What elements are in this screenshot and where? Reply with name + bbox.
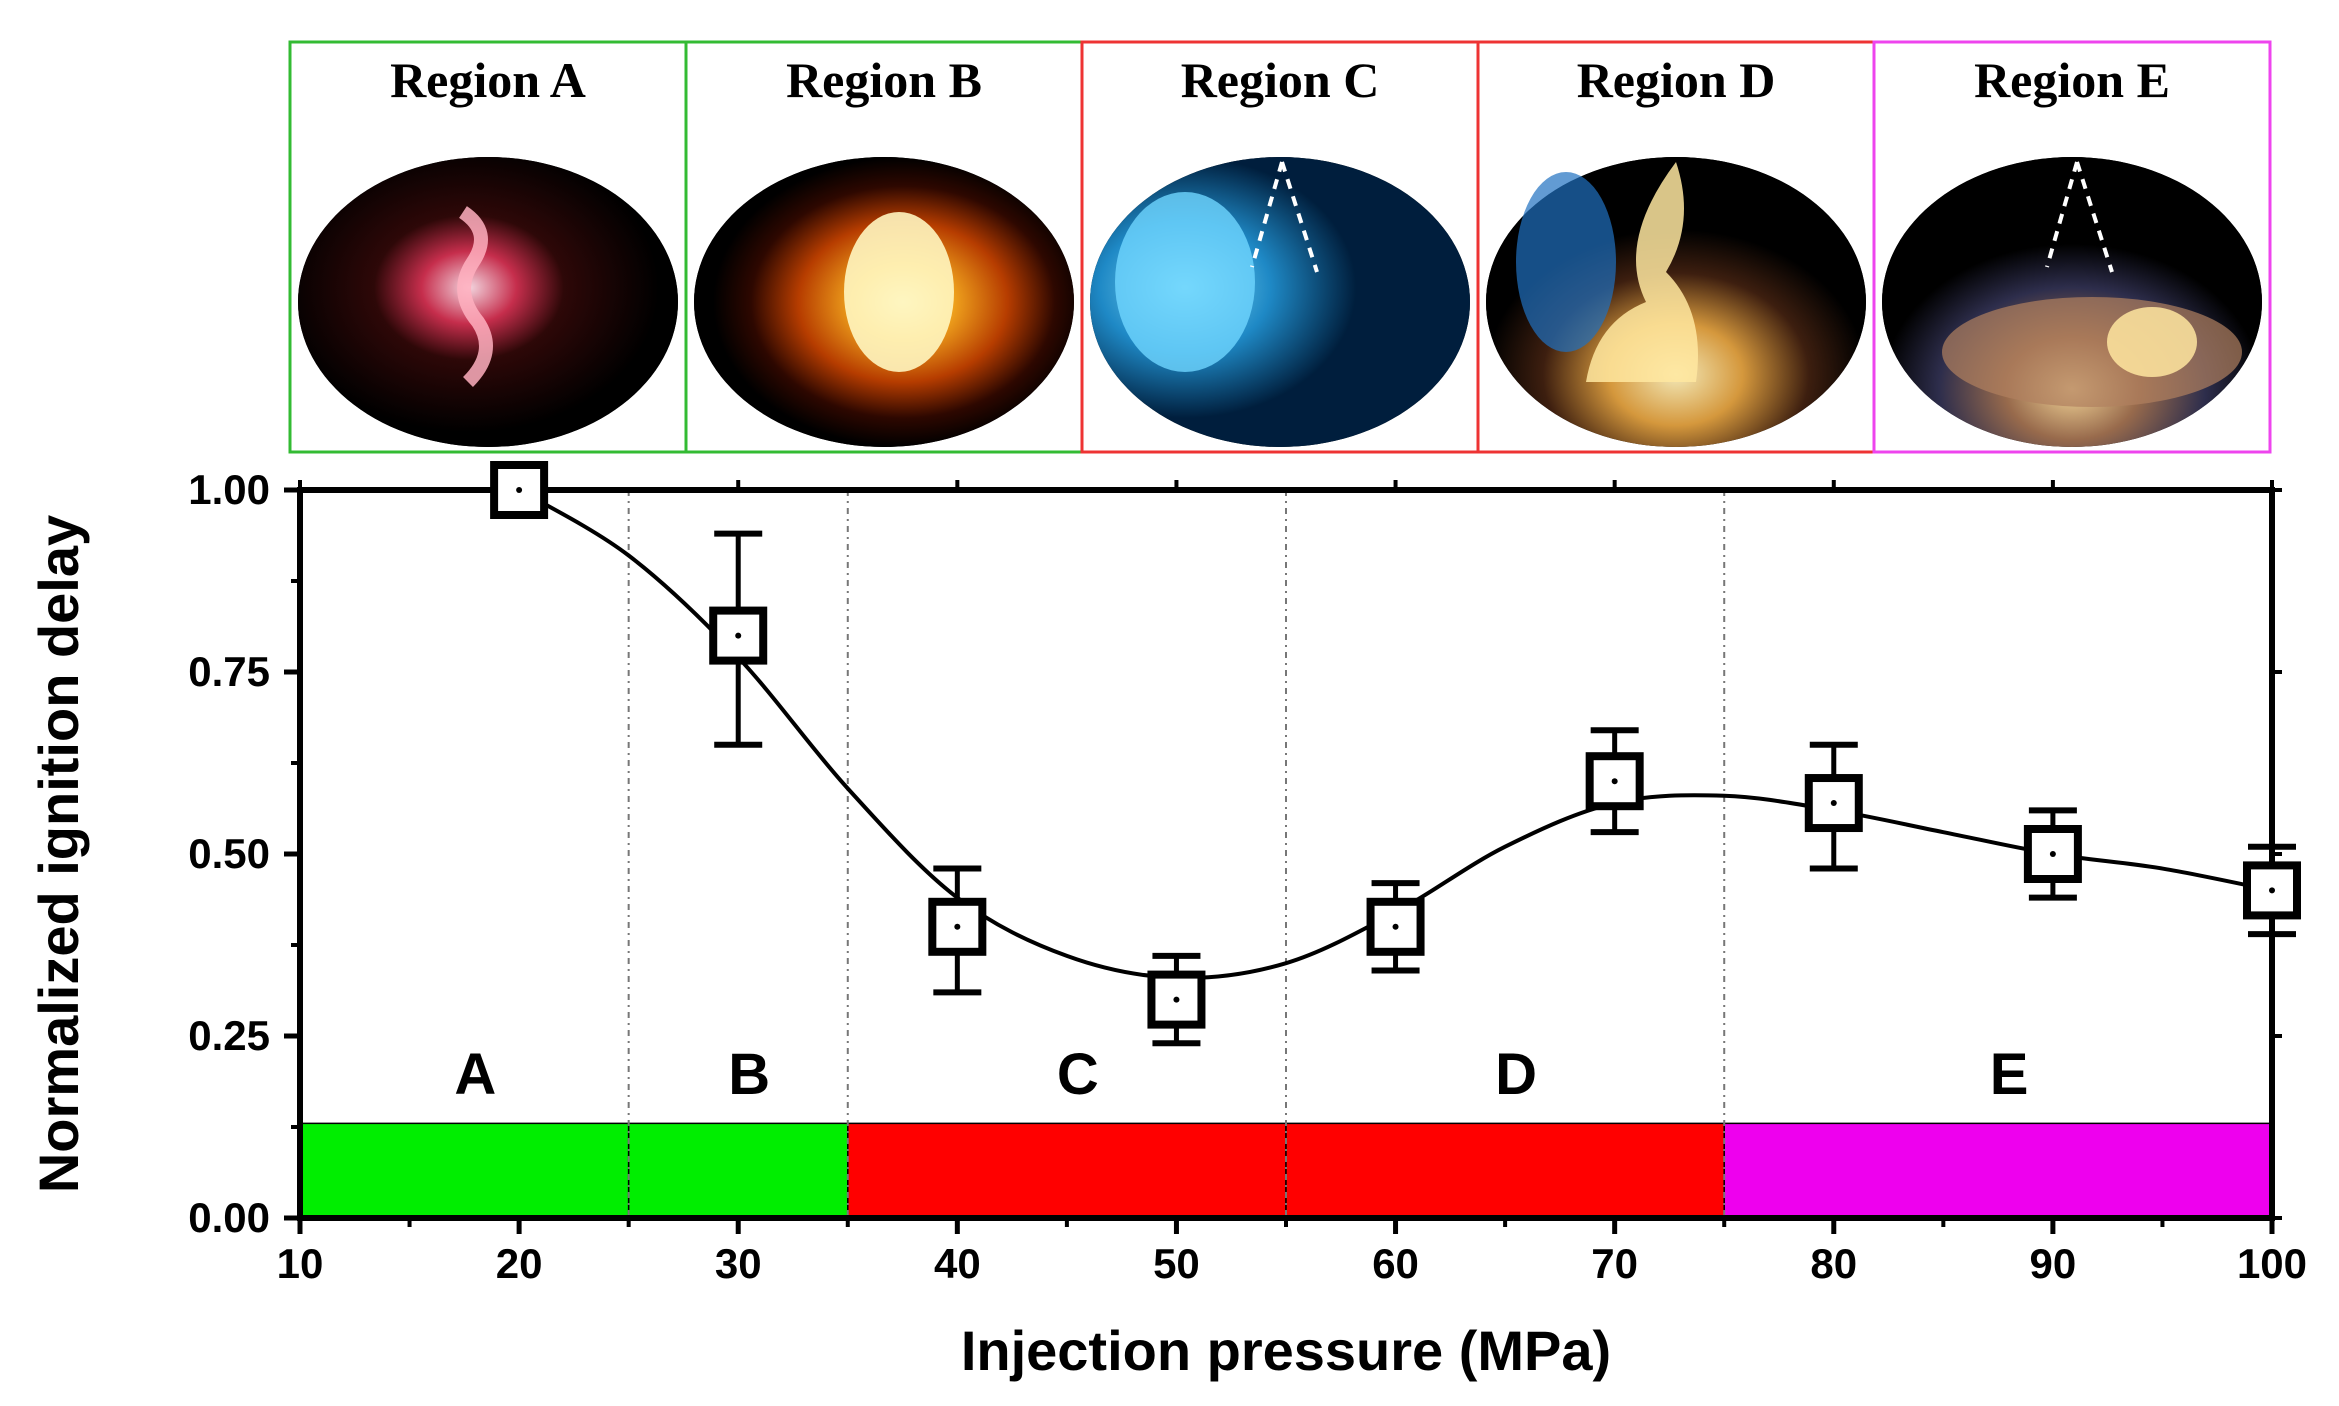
y-tick-label: 0.50 xyxy=(188,830,270,877)
panel-title: Region B xyxy=(786,52,982,108)
panel-region-a: Region A xyxy=(288,40,688,454)
panel-title: Region E xyxy=(1974,52,2170,108)
data-point xyxy=(1585,727,1644,836)
data-point xyxy=(2243,843,2301,938)
x-tick-label: 90 xyxy=(2030,1240,2077,1287)
y-axis-title: Normalized ignition delay xyxy=(27,515,90,1193)
spray-cone-line xyxy=(1250,161,1284,268)
x-tick-label: 50 xyxy=(1153,1240,1200,1287)
flame-image-panels: Region A Region B Region C Region D Region E xyxy=(288,40,2272,454)
yellow-flame xyxy=(1586,162,1698,382)
data-point xyxy=(1147,952,1206,1047)
panel-title: Region D xyxy=(1577,52,1776,108)
x-tick-label: 70 xyxy=(1591,1240,1638,1287)
flame-image-sparse-red-spark-flame xyxy=(298,157,678,447)
x-tick-label: 40 xyxy=(934,1240,981,1287)
region-band-b xyxy=(627,1122,849,1219)
data-point xyxy=(1366,880,1425,974)
marker-center xyxy=(1830,800,1837,807)
region-letter-d: D xyxy=(1495,1042,1537,1107)
spray-cone-line xyxy=(2045,161,2079,268)
panel-region-e: Region E xyxy=(1872,40,2272,454)
region-band xyxy=(299,1122,2273,1219)
square-marker xyxy=(1804,774,1863,833)
marker-center xyxy=(954,923,961,930)
spark-trail xyxy=(457,206,493,387)
marker-center xyxy=(516,487,523,493)
region-boundary-lines xyxy=(627,490,1726,1218)
data-points xyxy=(490,461,2301,1047)
marker-center xyxy=(2049,851,2056,857)
data-point xyxy=(490,461,549,519)
square-marker xyxy=(709,606,768,665)
blue-flame xyxy=(1115,192,1255,372)
x-tick-label: 20 xyxy=(496,1240,543,1287)
flame-core xyxy=(844,212,954,372)
panel-region-c: Region C xyxy=(1080,40,1480,454)
x-tick-label: 30 xyxy=(715,1240,762,1287)
region-band-d xyxy=(1285,1122,1725,1219)
x-axis-ticks: 10 20 30 40 50 60 70 80 90 100 xyxy=(277,480,2307,1287)
marker-center xyxy=(2269,887,2275,894)
data-point xyxy=(928,865,987,996)
region-letters: A B C D E xyxy=(454,1042,2028,1107)
flame-core xyxy=(2107,307,2197,377)
marker-center xyxy=(1173,996,1180,1003)
region-band-a xyxy=(299,1122,630,1219)
region-letter-c: C xyxy=(1057,1042,1099,1107)
x-axis-title: Injection pressure (MPa) xyxy=(961,1319,1611,1382)
marker-center xyxy=(735,632,742,639)
square-marker xyxy=(490,461,549,519)
square-marker xyxy=(1366,897,1425,956)
x-tick-label: 10 xyxy=(277,1240,324,1287)
sooty-flame xyxy=(1942,297,2242,407)
region-band-c xyxy=(847,1122,1287,1219)
y-tick-label: 0.25 xyxy=(188,1012,270,1059)
marker-center xyxy=(1611,778,1618,785)
y-axis-ticks: 0.00 0.25 0.50 0.75 1.00 xyxy=(188,466,2282,1241)
panel-title: Region C xyxy=(1181,52,1380,108)
x-tick-label: 100 xyxy=(2237,1240,2307,1287)
spray-cone-line xyxy=(1280,161,1319,273)
spray-cone-line xyxy=(2075,161,2114,273)
region-letter-b: B xyxy=(728,1042,770,1107)
square-marker xyxy=(1147,970,1206,1029)
y-tick-label: 1.00 xyxy=(188,466,270,513)
y-tick-label: 0.75 xyxy=(188,648,270,695)
fit-curve xyxy=(518,488,2273,980)
marker-center xyxy=(1392,923,1399,930)
data-point xyxy=(2023,807,2082,901)
x-tick-label: 60 xyxy=(1372,1240,1419,1287)
region-letter-e: E xyxy=(1990,1042,2029,1107)
panel-region-d: Region D xyxy=(1476,40,1876,454)
x-tick-label: 80 xyxy=(1810,1240,1857,1287)
region-band-e xyxy=(1723,1122,2273,1219)
panel-region-b: Region B xyxy=(684,40,1084,454)
y-tick-label: 0.00 xyxy=(188,1194,270,1241)
blue-flame xyxy=(1516,172,1616,352)
region-letter-a: A xyxy=(454,1042,496,1107)
data-point xyxy=(1804,741,1863,872)
square-marker xyxy=(2023,825,2082,883)
panel-title: Region A xyxy=(390,52,586,108)
data-point xyxy=(709,530,768,748)
